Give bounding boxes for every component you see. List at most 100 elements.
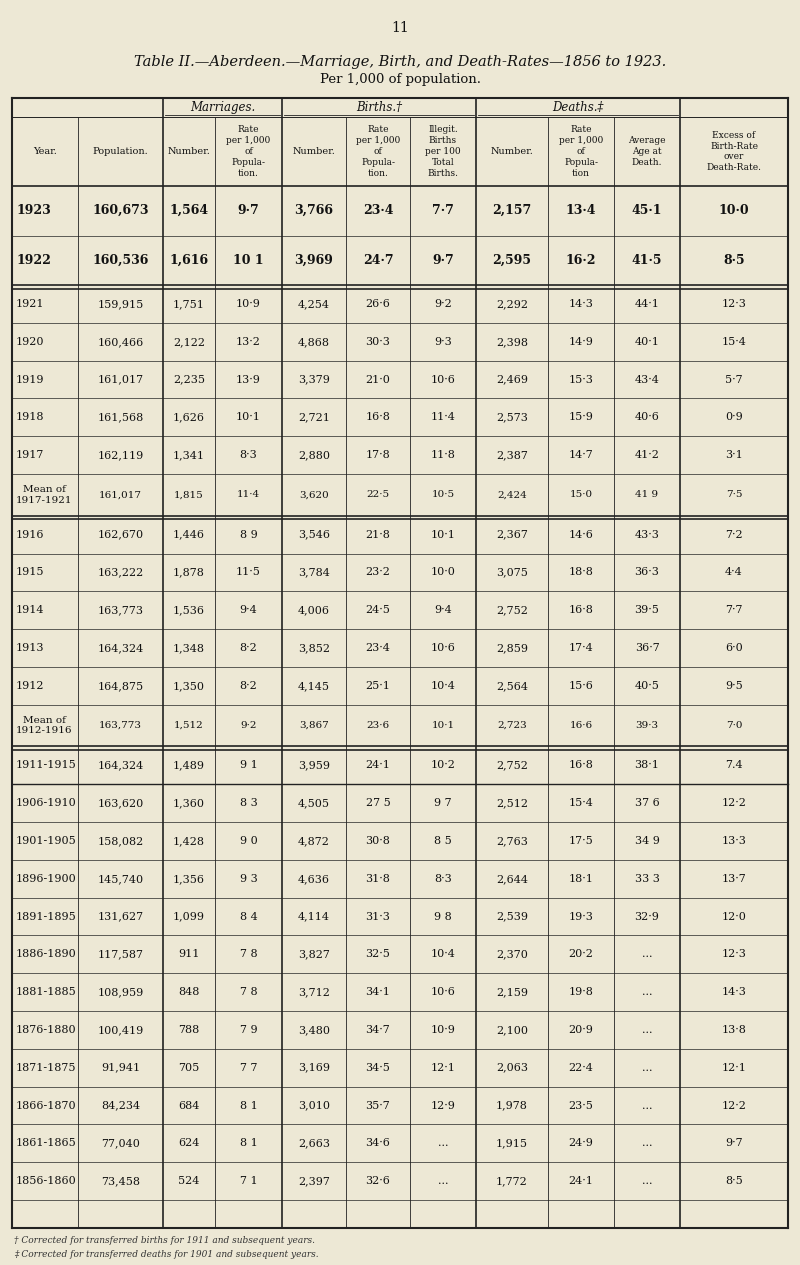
Text: 6·0: 6·0 [725,643,743,653]
Text: 160,536: 160,536 [92,254,149,267]
Text: 524: 524 [178,1176,200,1187]
Text: Mean of
1917-1921: Mean of 1917-1921 [16,484,73,505]
Text: Marriages.: Marriages. [190,101,255,114]
Text: Population.: Population. [93,147,148,156]
Text: Rate
per 1,000
of
Popula-
tion.: Rate per 1,000 of Popula- tion. [226,125,270,177]
Text: 13·9: 13·9 [236,374,261,385]
Text: 163,773: 163,773 [99,721,142,730]
Text: ...: ... [438,1138,448,1149]
Text: 3,827: 3,827 [298,949,330,959]
Text: 16·8: 16·8 [569,605,594,615]
Text: 161,017: 161,017 [98,374,143,385]
Text: 16·6: 16·6 [570,721,593,730]
Text: 9·5: 9·5 [725,681,743,691]
Text: 10·1: 10·1 [430,530,455,540]
Text: 164,324: 164,324 [98,643,144,653]
Text: 2,880: 2,880 [298,450,330,460]
Text: 160,673: 160,673 [92,204,149,218]
Text: 8 1: 8 1 [240,1138,258,1149]
Text: 1,564: 1,564 [170,204,209,218]
Text: 18·1: 18·1 [569,874,594,884]
Text: 12·1: 12·1 [430,1063,455,1073]
Text: 162,670: 162,670 [98,530,143,540]
Text: 117,587: 117,587 [98,949,143,959]
Text: 1,446: 1,446 [173,530,205,540]
Text: 7 8: 7 8 [240,987,258,997]
Text: 34·6: 34·6 [366,1138,390,1149]
Text: 1861-1865: 1861-1865 [16,1138,77,1149]
Text: 2,644: 2,644 [496,874,528,884]
Text: 1911-1915: 1911-1915 [16,760,77,770]
Text: 23·6: 23·6 [366,721,390,730]
Text: 24·1: 24·1 [366,760,390,770]
Text: 41 9: 41 9 [635,491,658,500]
Text: 9 0: 9 0 [240,836,258,846]
Text: 23·5: 23·5 [569,1101,594,1111]
Text: ...: ... [642,987,652,997]
Text: 159,915: 159,915 [98,299,144,309]
Text: 1896-1900: 1896-1900 [16,874,77,884]
Text: 31·8: 31·8 [366,874,390,884]
Text: 1901-1905: 1901-1905 [16,836,77,846]
Text: 8·2: 8·2 [240,643,258,653]
Text: 84,234: 84,234 [101,1101,140,1111]
Text: 9·7: 9·7 [432,254,454,267]
Text: 1916: 1916 [16,530,45,540]
Text: 4,254: 4,254 [298,299,330,309]
Text: 3,010: 3,010 [298,1101,330,1111]
Text: 158,082: 158,082 [98,836,144,846]
Text: 24·1: 24·1 [569,1176,594,1187]
Text: 705: 705 [178,1063,200,1073]
Text: 1922: 1922 [16,254,51,267]
Text: 12·2: 12·2 [722,798,746,808]
Text: 12·2: 12·2 [722,1101,746,1111]
Text: 44·1: 44·1 [634,299,659,309]
Text: 163,222: 163,222 [98,568,144,577]
Text: 19·8: 19·8 [569,987,594,997]
Text: 1,878: 1,878 [173,568,205,577]
Text: Per 1,000 of population.: Per 1,000 of population. [319,73,481,86]
Text: 1,616: 1,616 [170,254,209,267]
Text: 7·7: 7·7 [726,605,742,615]
Text: 9 3: 9 3 [240,874,258,884]
Text: 1891-1895: 1891-1895 [16,912,77,921]
Text: 8·5: 8·5 [723,254,745,267]
Text: 23·4: 23·4 [366,643,390,653]
Text: 10·1: 10·1 [236,412,261,423]
Text: 22·5: 22·5 [366,491,390,500]
Text: 1,489: 1,489 [173,760,205,770]
Text: 13·2: 13·2 [236,336,261,347]
Text: 8 9: 8 9 [240,530,258,540]
Text: 43·3: 43·3 [634,530,659,540]
Text: 2,122: 2,122 [173,336,205,347]
Text: 8 3: 8 3 [240,798,258,808]
Text: 1866-1870: 1866-1870 [16,1101,77,1111]
Text: 39·3: 39·3 [635,721,658,730]
Text: ...: ... [642,1138,652,1149]
Text: 1871-1875: 1871-1875 [16,1063,77,1073]
Text: 2,398: 2,398 [496,336,528,347]
Text: 38·1: 38·1 [634,760,659,770]
Text: 10·4: 10·4 [430,949,455,959]
Text: Average
Age at
Death.: Average Age at Death. [628,137,666,167]
Text: Births.†: Births.† [356,101,402,114]
Text: 162,119: 162,119 [98,450,144,460]
Text: 4,636: 4,636 [298,874,330,884]
Text: 10·9: 10·9 [430,1025,455,1035]
Text: 1856-1860: 1856-1860 [16,1176,77,1187]
Text: 17·4: 17·4 [569,643,594,653]
Text: 1,099: 1,099 [173,912,205,921]
Text: 34 9: 34 9 [634,836,659,846]
Text: 7·5: 7·5 [726,491,742,500]
Text: ...: ... [642,1063,652,1073]
Text: ‡ Corrected for transferred deaths for 1901 and subsequent years.: ‡ Corrected for transferred deaths for 1… [14,1250,318,1259]
Text: 8 4: 8 4 [240,912,258,921]
Text: 12·0: 12·0 [722,912,746,921]
Text: 31·3: 31·3 [366,912,390,921]
Text: 40·5: 40·5 [634,681,659,691]
Text: 9·3: 9·3 [434,336,452,347]
Text: 163,773: 163,773 [98,605,143,615]
Text: 1912: 1912 [16,681,45,691]
Text: 2,859: 2,859 [496,643,528,653]
Text: 9·2: 9·2 [434,299,452,309]
